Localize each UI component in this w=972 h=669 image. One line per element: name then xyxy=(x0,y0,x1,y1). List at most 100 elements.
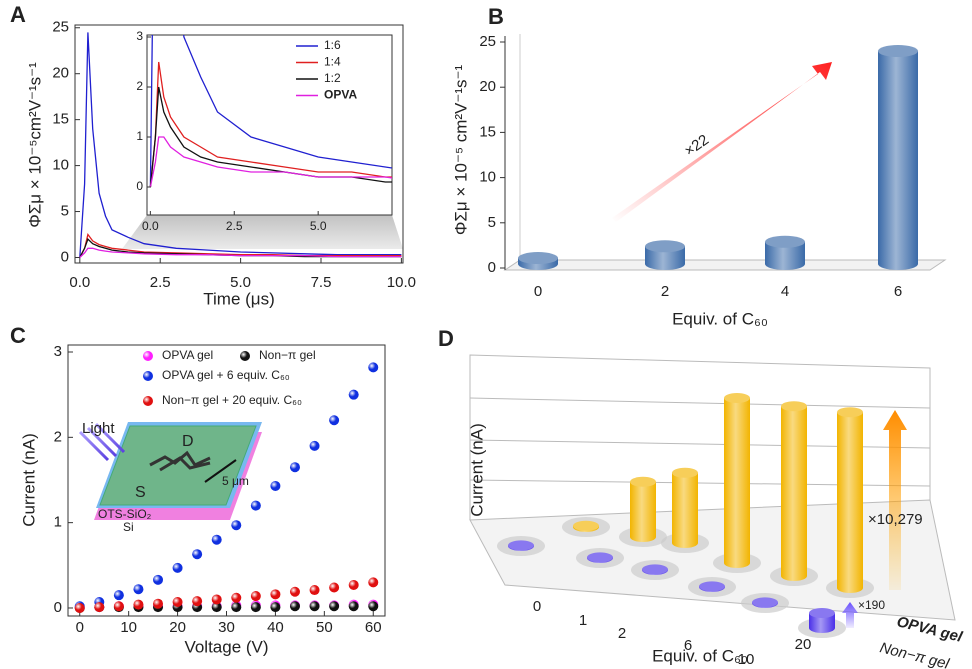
bar-top xyxy=(630,476,656,487)
point xyxy=(231,602,242,613)
series-group xyxy=(79,32,402,258)
x-tick-label: 2 xyxy=(618,625,626,642)
x-tick-label: 5.0 xyxy=(310,219,327,233)
legend-label: OPVA gel + 6 equiv. C₆₀ xyxy=(162,368,290,382)
panel-label: D xyxy=(438,326,454,351)
bar-top xyxy=(781,401,807,412)
bar-top xyxy=(573,520,599,531)
point xyxy=(133,584,144,595)
inset-frame xyxy=(146,34,393,216)
point xyxy=(250,591,261,602)
bar xyxy=(645,246,685,270)
point xyxy=(250,602,261,613)
x-tick-label: 6 xyxy=(684,637,692,654)
y-tick-label: 15 xyxy=(479,123,496,140)
point xyxy=(309,440,320,451)
device-schematic: Light D S 5 μm OTS-SiO₂ Si xyxy=(78,420,262,534)
y-tick-label: 25 xyxy=(52,19,69,36)
label: D xyxy=(182,433,194,450)
y-tick-label: 20 xyxy=(52,65,69,82)
point xyxy=(289,601,300,612)
y-tick-label: 25 xyxy=(479,33,496,50)
point xyxy=(113,601,124,612)
bar xyxy=(781,406,807,581)
point xyxy=(192,549,203,560)
bar-top xyxy=(765,235,805,248)
y-tick-label: 2 xyxy=(136,79,143,93)
annotation: ×22 xyxy=(681,131,712,160)
plot-frame xyxy=(74,24,404,264)
line xyxy=(149,86,392,188)
bar xyxy=(878,51,918,270)
bar-top xyxy=(518,252,558,265)
point xyxy=(153,574,164,585)
x-tick-label: 1 xyxy=(579,612,587,629)
x-tick-label: 20 xyxy=(169,619,186,636)
point xyxy=(329,415,340,426)
point xyxy=(270,602,281,613)
panel-label: C xyxy=(10,323,26,348)
bar-top xyxy=(645,240,685,253)
bar xyxy=(724,398,750,568)
bar-top xyxy=(699,581,725,592)
line xyxy=(149,35,392,188)
legend-label: 1:6 xyxy=(324,38,341,52)
point xyxy=(270,480,281,491)
label: Si xyxy=(123,520,134,534)
point xyxy=(211,534,222,545)
light-ray xyxy=(86,426,118,458)
panel-label: B xyxy=(488,4,504,29)
y-tick-label: 0 xyxy=(488,259,496,276)
bar-top xyxy=(642,564,668,575)
x-tick-label: 4 xyxy=(781,283,789,300)
annotation: ×190 xyxy=(858,598,885,612)
zoom-region xyxy=(122,215,403,249)
point xyxy=(153,598,164,609)
point xyxy=(74,602,85,613)
point xyxy=(289,462,300,473)
y-tick-label: 1 xyxy=(54,514,62,531)
label: Light xyxy=(82,420,115,437)
y-tick-label: 20 xyxy=(479,78,496,95)
y-tick-label: 3 xyxy=(136,29,143,43)
x-tick-label: 10 xyxy=(120,619,137,636)
point xyxy=(211,602,222,613)
y-axis-title: ΦΣμ × 10⁻⁵cm²V⁻¹s⁻¹ xyxy=(25,62,44,228)
annotation: ×10,279 xyxy=(868,511,923,528)
bar-top xyxy=(878,45,918,58)
x-tick-label: 2.5 xyxy=(226,219,243,233)
y-axis-title: ΦΣμ × 10⁻⁵ cm²V⁻¹s⁻¹ xyxy=(451,65,470,236)
y-tick-label: 10 xyxy=(52,157,69,174)
line xyxy=(149,61,392,188)
point xyxy=(270,589,281,600)
y-tick-label: 0 xyxy=(61,248,69,265)
point xyxy=(172,562,183,573)
y-tick-label: 5 xyxy=(488,214,496,231)
point xyxy=(231,592,242,603)
point xyxy=(348,389,359,400)
panel-label: A xyxy=(10,2,26,27)
x-axis-title: Time (μs) xyxy=(203,289,275,308)
x-tick-label: 7.5 xyxy=(311,274,332,291)
y-tick-label: 1 xyxy=(136,129,143,143)
floor xyxy=(503,259,947,271)
x-tick-label: 0.0 xyxy=(142,219,159,233)
x-tick-label: 2.5 xyxy=(150,274,171,291)
x-axis-title: Equiv. of C₆₀ xyxy=(672,309,768,328)
y-axis-title: Current (nA) xyxy=(467,423,486,517)
legend-label: OPVA gel xyxy=(162,348,213,362)
point xyxy=(368,577,379,588)
point xyxy=(133,599,144,610)
y-tick-label: 0 xyxy=(136,179,143,193)
x-tick-label: 0 xyxy=(76,619,84,636)
y-tick-label: 3 xyxy=(54,343,62,360)
gain-arrow xyxy=(842,602,858,628)
bar xyxy=(809,613,835,633)
x-tick-label: 40 xyxy=(267,619,284,636)
point xyxy=(192,596,203,607)
line xyxy=(149,136,392,188)
y-tick-label: 2 xyxy=(54,428,62,445)
legend-marker xyxy=(143,396,153,406)
bar xyxy=(672,472,698,548)
